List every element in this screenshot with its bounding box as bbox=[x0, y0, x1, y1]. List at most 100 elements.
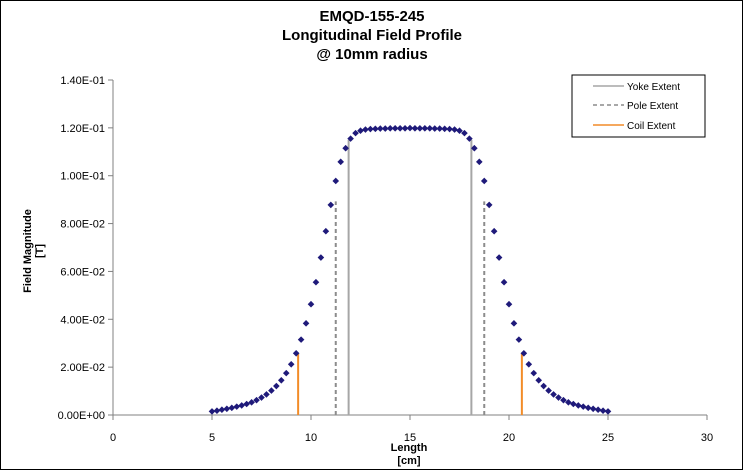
data-point bbox=[575, 402, 582, 409]
x-tick-label: 15 bbox=[404, 432, 416, 444]
data-point bbox=[327, 201, 335, 209]
data-point bbox=[466, 135, 473, 142]
x-tick-label: 25 bbox=[602, 432, 614, 444]
data-point bbox=[317, 254, 325, 261]
data-point bbox=[570, 400, 577, 408]
data-point bbox=[233, 403, 241, 410]
data-point bbox=[441, 125, 448, 133]
data-point bbox=[520, 349, 528, 357]
data-point bbox=[213, 407, 221, 414]
data-point bbox=[258, 394, 265, 401]
data-point bbox=[297, 336, 305, 343]
x-axis-title-line-2: [cm] bbox=[397, 455, 421, 467]
chart-title-line-1: EMQD-155-245 bbox=[319, 8, 424, 25]
data-point bbox=[411, 125, 419, 132]
data-point bbox=[406, 124, 414, 132]
data-point bbox=[292, 349, 300, 357]
data-point bbox=[322, 227, 330, 235]
data-point bbox=[594, 406, 602, 414]
y-tick-label: 6.00E-02 bbox=[60, 266, 105, 278]
field-data-points bbox=[208, 124, 612, 415]
data-point bbox=[218, 406, 226, 414]
data-point bbox=[253, 396, 260, 404]
data-point bbox=[476, 158, 483, 166]
data-point bbox=[480, 177, 488, 185]
data-point bbox=[490, 227, 498, 235]
data-point bbox=[451, 126, 458, 133]
data-point bbox=[238, 402, 245, 409]
data-point bbox=[599, 407, 607, 414]
data-point bbox=[485, 201, 493, 209]
data-point bbox=[456, 127, 463, 135]
y-tick-label: 8.00E-02 bbox=[60, 219, 105, 231]
data-point bbox=[287, 360, 295, 368]
data-point bbox=[535, 377, 542, 384]
y-tick-label: 1.00E-01 bbox=[60, 171, 105, 183]
x-axis-title-line-1: Length bbox=[391, 442, 428, 454]
legend: Yoke Extent Pole Extent Coil Extent bbox=[571, 74, 706, 138]
chart-title-line-3: @ 10mm radius bbox=[316, 46, 427, 63]
data-point bbox=[208, 408, 216, 415]
data-point bbox=[495, 254, 503, 261]
data-point bbox=[446, 125, 453, 133]
data-point bbox=[431, 125, 439, 132]
data-point bbox=[268, 387, 275, 394]
data-point bbox=[396, 125, 404, 132]
data-point bbox=[604, 408, 612, 415]
y-tick-label: 0.00E+00 bbox=[58, 410, 105, 422]
y-tick-label: 2.00E-02 bbox=[60, 362, 105, 374]
data-point bbox=[223, 405, 231, 413]
data-point bbox=[342, 144, 349, 152]
data-point bbox=[282, 369, 290, 377]
data-point bbox=[337, 158, 344, 166]
data-point bbox=[362, 126, 369, 133]
data-point bbox=[540, 382, 547, 390]
data-point bbox=[545, 387, 552, 394]
data-point bbox=[510, 320, 518, 327]
legend-label-coil-extent: Coil Extent bbox=[627, 121, 676, 132]
data-point bbox=[471, 144, 478, 152]
x-tick-label: 30 bbox=[701, 432, 713, 444]
y-tick-label: 1.40E-01 bbox=[60, 75, 105, 87]
data-point bbox=[530, 369, 538, 377]
data-point bbox=[500, 278, 508, 286]
data-point bbox=[263, 391, 270, 398]
data-point bbox=[565, 399, 572, 406]
data-point bbox=[357, 127, 364, 135]
data-point bbox=[401, 125, 409, 132]
data-point bbox=[436, 125, 443, 132]
data-point bbox=[525, 360, 533, 368]
chart-title: EMQD-155-245 Longitudinal Field Profile … bbox=[282, 8, 462, 63]
data-point bbox=[248, 399, 255, 406]
data-point bbox=[550, 391, 557, 398]
y-axis-title-line-2: [T] bbox=[34, 244, 46, 258]
data-point bbox=[589, 405, 597, 413]
data-point bbox=[416, 125, 424, 132]
y-tick-label: 4.00E-02 bbox=[60, 314, 105, 326]
data-point bbox=[307, 300, 315, 308]
data-point bbox=[426, 125, 434, 132]
x-tick-label: 0 bbox=[110, 432, 116, 444]
data-point bbox=[347, 135, 354, 142]
extent-lines bbox=[297, 139, 523, 415]
y-axis-title: Field Magnitude [T] bbox=[22, 209, 46, 293]
data-point bbox=[312, 278, 320, 286]
chart-title-line-2: Longitudinal Field Profile bbox=[282, 27, 462, 44]
data-point bbox=[352, 129, 359, 137]
x-axis-title: Length [cm] bbox=[391, 442, 428, 467]
y-axis-title-line-1: Field Magnitude bbox=[22, 209, 34, 293]
data-point bbox=[377, 125, 384, 132]
data-point bbox=[278, 377, 285, 384]
x-tick-label: 10 bbox=[305, 432, 317, 444]
data-point bbox=[579, 403, 587, 410]
data-point bbox=[386, 125, 394, 132]
x-tick-label: 5 bbox=[209, 432, 215, 444]
data-point bbox=[228, 404, 236, 412]
data-point bbox=[515, 336, 523, 343]
legend-label-yoke-extent: Yoke Extent bbox=[627, 82, 680, 93]
x-tick-label: 20 bbox=[503, 432, 515, 444]
data-point bbox=[273, 382, 280, 390]
data-point bbox=[367, 125, 374, 133]
